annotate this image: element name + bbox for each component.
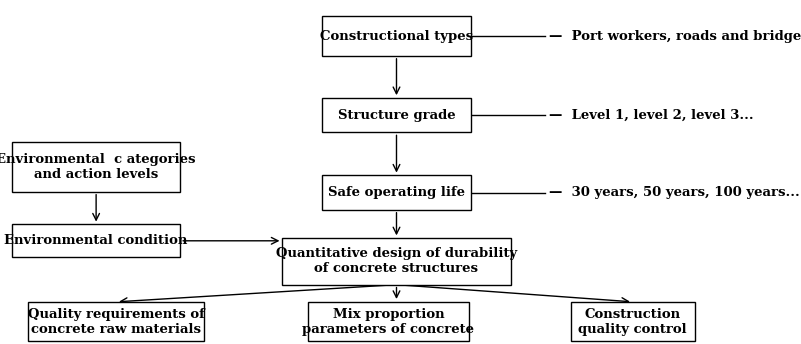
Text: Mix proportion
parameters of concrete: Mix proportion parameters of concrete [303,308,474,336]
FancyBboxPatch shape [283,238,511,285]
FancyBboxPatch shape [12,142,180,192]
FancyBboxPatch shape [308,302,469,341]
FancyBboxPatch shape [322,98,470,132]
Text: Structure grade: Structure grade [338,109,455,122]
Text: Construction
quality control: Construction quality control [578,308,687,336]
Text: Quantitative design of durability
of concrete structures: Quantitative design of durability of con… [276,247,517,276]
FancyBboxPatch shape [322,16,470,56]
Text: Quality requirements of
concrete raw materials: Quality requirements of concrete raw mat… [28,308,204,336]
Text: —  Port workers, roads and bridges, etc.: — Port workers, roads and bridges, etc. [549,30,801,43]
Text: Environmental condition: Environmental condition [5,234,187,247]
Text: —  Level 1, level 2, level 3...: — Level 1, level 2, level 3... [549,109,753,122]
Text: Safe operating life: Safe operating life [328,186,465,199]
FancyBboxPatch shape [28,302,204,341]
Text: Constructional types: Constructional types [320,30,473,43]
Text: —  30 years, 50 years, 100 years...: — 30 years, 50 years, 100 years... [549,186,799,199]
FancyBboxPatch shape [570,302,695,341]
FancyBboxPatch shape [322,175,470,210]
Text: Environmental  c ategories
and action levels: Environmental c ategories and action lev… [0,153,196,181]
FancyBboxPatch shape [12,224,180,257]
